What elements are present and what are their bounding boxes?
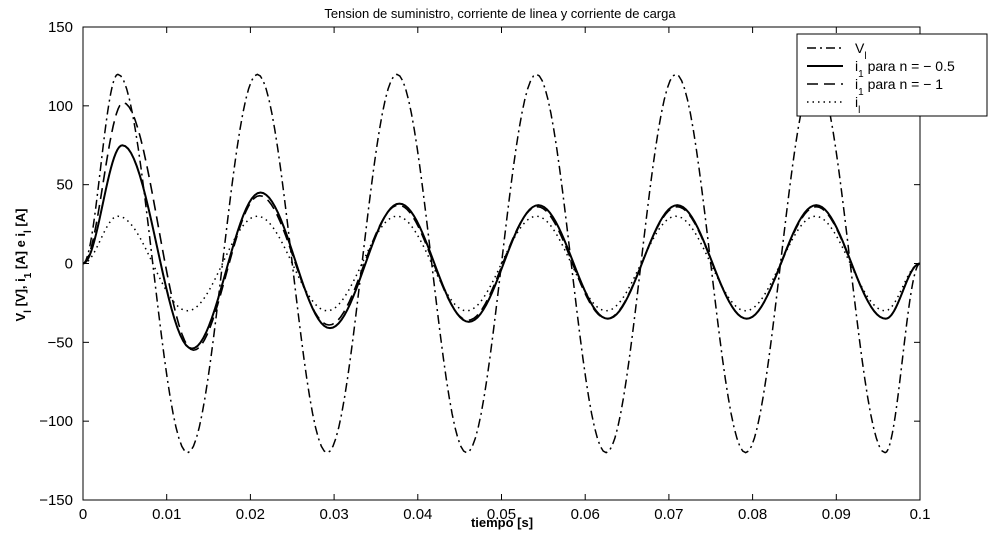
y-axis-label-part: l	[23, 230, 34, 233]
y-tick-label: −100	[39, 413, 73, 430]
series-layer	[82, 73, 921, 454]
y-axis-label-part: [A] e i	[13, 233, 28, 273]
legend-sub: 1	[858, 87, 864, 98]
legend-main: V	[855, 40, 865, 56]
legend-sub: 1	[858, 69, 864, 80]
legend-sub: l	[858, 105, 860, 116]
x-tick-label: 0.09	[822, 506, 851, 523]
series-supply-voltage	[82, 73, 921, 454]
legend-main: i	[855, 76, 858, 92]
y-tick-label: −150	[39, 492, 73, 509]
y-axis-label-part: V	[13, 312, 28, 321]
x-tick-label: 0.01	[152, 506, 181, 523]
x-tick-label: 0.07	[654, 506, 683, 523]
x-tick-label: 0	[79, 506, 87, 523]
y-axis-label-part: [V], i	[13, 278, 28, 310]
legend-rest: para n = − 1	[864, 76, 944, 92]
series-line-current-n-1	[82, 101, 921, 352]
x-tick-label: 0.03	[319, 506, 348, 523]
x-tick-label: 0.04	[403, 506, 432, 523]
legend-entry: il	[855, 94, 860, 116]
y-tick-label: 0	[65, 256, 73, 273]
legend-box	[796, 33, 988, 117]
chart-title: Tension de suministro, corriente de line…	[324, 6, 676, 21]
x-tick-label: 0.1	[910, 506, 931, 523]
legend-entry: i1 para n = − 1	[855, 76, 943, 98]
y-tick-label: −50	[48, 334, 73, 351]
legend-main: i	[855, 94, 858, 110]
y-axis-label-part: l	[23, 310, 34, 313]
x-axis-label: tiempo [s]	[471, 515, 533, 530]
x-tick-label: 0.05	[487, 506, 516, 523]
legend-entry: Vl	[855, 40, 867, 62]
y-axis-label-part: 1	[23, 272, 34, 278]
y-tick-label: 50	[56, 177, 73, 194]
y-axis-label: Vl [V], i1 [A] e il [A]	[13, 209, 34, 322]
ticks-layer: 0 0.01 0.02 0.03 0.04 0.05 0.06 0.07 0.08 0.09 0.1…	[39, 19, 930, 523]
x-tick-label: 0.06	[571, 506, 600, 523]
legend-main: i	[855, 58, 858, 74]
x-tick-label: 0.02	[236, 506, 265, 523]
legend-sub: l	[864, 51, 866, 62]
y-tick-label: 150	[48, 19, 73, 36]
legend-rest: para n = − 0.5	[864, 58, 955, 74]
legend-entry: i1 para n = − 0.5	[855, 58, 955, 80]
y-axis-label-part: [A]	[13, 209, 28, 231]
y-tick-label: 100	[48, 98, 73, 115]
series-line-current-n-0-5	[82, 144, 921, 350]
x-tick-label: 0.08	[738, 506, 767, 523]
